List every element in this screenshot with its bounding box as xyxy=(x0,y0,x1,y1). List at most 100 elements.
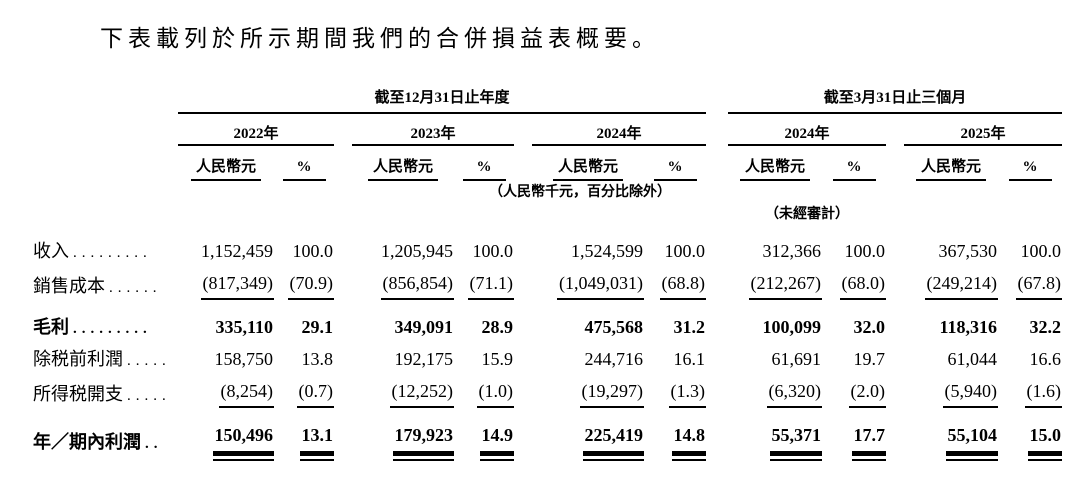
period-header-quarterly: 截至3月31日止三個月 xyxy=(728,84,1063,114)
column-header-percent: % xyxy=(822,145,886,181)
row-label: 收入......... xyxy=(33,241,152,261)
spacer xyxy=(886,344,904,376)
amount-cell: 179,923 xyxy=(352,411,454,470)
amount-cell: 192,175 xyxy=(394,349,454,369)
column-header-currency: 人民幣元 xyxy=(178,145,274,181)
amount-cell: 349,091 xyxy=(394,317,454,337)
spacer xyxy=(28,203,728,225)
percent-cell: (1.6) xyxy=(998,376,1063,411)
spacer xyxy=(334,268,352,303)
percent-cell: 14.9 xyxy=(454,411,514,470)
table-row-cost-of-sales: 銷售成本...... (817,349) (70.9) (856,854) (7… xyxy=(28,268,1063,303)
year-header-2022: 2022年 xyxy=(178,113,334,146)
amount-cell: (212,267) xyxy=(728,268,823,303)
dot-leader: ......... xyxy=(73,245,152,261)
year-header-2024-q1: 2024年 xyxy=(728,113,887,146)
spacer xyxy=(886,303,904,344)
percent-cell: 17.7 xyxy=(822,411,887,470)
spacer xyxy=(706,268,728,303)
percent-cell: (71.1) xyxy=(454,268,514,303)
percent-cell: (1.3) xyxy=(644,376,707,411)
units-note-row: （人民幣千元，百分比除外） xyxy=(28,181,1062,203)
percent-cell: (0.7) xyxy=(274,376,334,411)
column-header-currency: 人民幣元 xyxy=(532,145,644,181)
table-row-revenue: 收入......... 1,152,459 100.0 1,205,945 10… xyxy=(28,225,1062,268)
spacer xyxy=(334,303,352,344)
percent-cell: (1.0) xyxy=(454,376,514,411)
spacer xyxy=(886,376,904,411)
row-label: 所得税開支..... xyxy=(33,384,171,404)
table-row-income-tax-expense: 所得税開支..... (8,254) (0.7) (12,252) (1.0) … xyxy=(28,376,1063,411)
percent-cell: 13.1 xyxy=(274,411,334,470)
percent-cell: 29.1 xyxy=(301,317,334,337)
column-header-percent: % xyxy=(998,145,1062,181)
percent-cell: 14.8 xyxy=(644,411,707,470)
amount-cell: 55,371 xyxy=(728,411,823,470)
percent-cell: 13.8 xyxy=(301,349,334,369)
year-header-2023: 2023年 xyxy=(352,113,514,146)
spacer xyxy=(514,376,532,411)
percent-cell: 16.6 xyxy=(1029,349,1062,369)
amount-cell: 244,716 xyxy=(584,349,644,369)
spacer xyxy=(514,113,532,145)
spacer xyxy=(706,113,728,145)
table-row-gross-profit: 毛利......... 335,110 29.1 349,091 28.9 47… xyxy=(28,303,1062,344)
year-header-2024: 2024年 xyxy=(532,113,707,146)
percent-cell: 15.9 xyxy=(481,349,514,369)
column-header-percent: % xyxy=(274,145,334,181)
column-header-row: 人民幣元 % 人民幣元 % 人民幣元 % 人民幣元 % 人民幣元 % xyxy=(28,145,1062,181)
amount-cell: 225,419 xyxy=(532,411,644,470)
amount-cell: 100,099 xyxy=(762,317,822,337)
spacer xyxy=(886,203,1062,225)
amount-cell: 55,104 xyxy=(904,411,999,470)
amount-cell: (5,940) xyxy=(904,376,999,411)
spacer xyxy=(28,145,178,181)
amount-cell: (1,049,031) xyxy=(532,268,644,303)
spacer xyxy=(886,145,904,181)
percent-cell: 15.0 xyxy=(998,411,1063,470)
spacer xyxy=(706,344,728,376)
spacer xyxy=(28,84,178,113)
unaudited-note: （未經審計） xyxy=(765,207,850,222)
amount-cell: 1,152,459 xyxy=(201,241,273,261)
percent-cell: 31.2 xyxy=(673,317,706,337)
amount-cell: 475,568 xyxy=(584,317,644,337)
row-label: 毛利......... xyxy=(33,317,152,337)
spacer xyxy=(706,145,728,181)
column-header-currency: 人民幣元 xyxy=(728,145,822,181)
amount-cell: 61,044 xyxy=(947,349,998,369)
percent-cell: (2.0) xyxy=(822,376,887,411)
amount-cell: 150,496 xyxy=(178,411,274,470)
percent-cell: (68.0) xyxy=(822,268,887,303)
amount-cell: 61,691 xyxy=(771,349,822,369)
spacer xyxy=(334,411,352,470)
income-statement-table: 截至12月31日止年度 截至3月31日止三個月 2022年 2023年 2024… xyxy=(28,84,1063,470)
dot-leader: ......... xyxy=(73,321,152,337)
percent-cell: (67.8) xyxy=(998,268,1063,303)
spacer xyxy=(28,113,178,145)
spacer xyxy=(514,411,532,470)
spacer xyxy=(514,268,532,303)
percent-cell: 100.0 xyxy=(664,241,706,261)
percent-cell: 16.1 xyxy=(673,349,706,369)
amount-cell: (6,320) xyxy=(728,376,823,411)
percent-cell: (68.8) xyxy=(644,268,707,303)
amount-cell: (8,254) xyxy=(178,376,274,411)
percent-cell: 19.7 xyxy=(853,349,886,369)
percent-cell: 100.0 xyxy=(844,241,886,261)
percent-cell: 32.0 xyxy=(853,317,886,337)
spacer xyxy=(886,225,904,268)
percent-cell: 100.0 xyxy=(1020,241,1062,261)
spacer xyxy=(706,181,1062,203)
spacer xyxy=(514,344,532,376)
amount-cell: (249,214) xyxy=(904,268,999,303)
spacer xyxy=(886,268,904,303)
spacer xyxy=(886,411,904,470)
spacer xyxy=(886,113,904,145)
row-label: 年／期內利潤.. xyxy=(33,432,163,452)
period-header-row: 截至12月31日止年度 截至3月31日止三個月 xyxy=(28,84,1063,114)
dot-leader: ...... xyxy=(109,280,162,296)
spacer xyxy=(706,303,728,344)
row-label: 銷售成本...... xyxy=(33,276,162,296)
amount-cell: 312,366 xyxy=(762,241,822,261)
